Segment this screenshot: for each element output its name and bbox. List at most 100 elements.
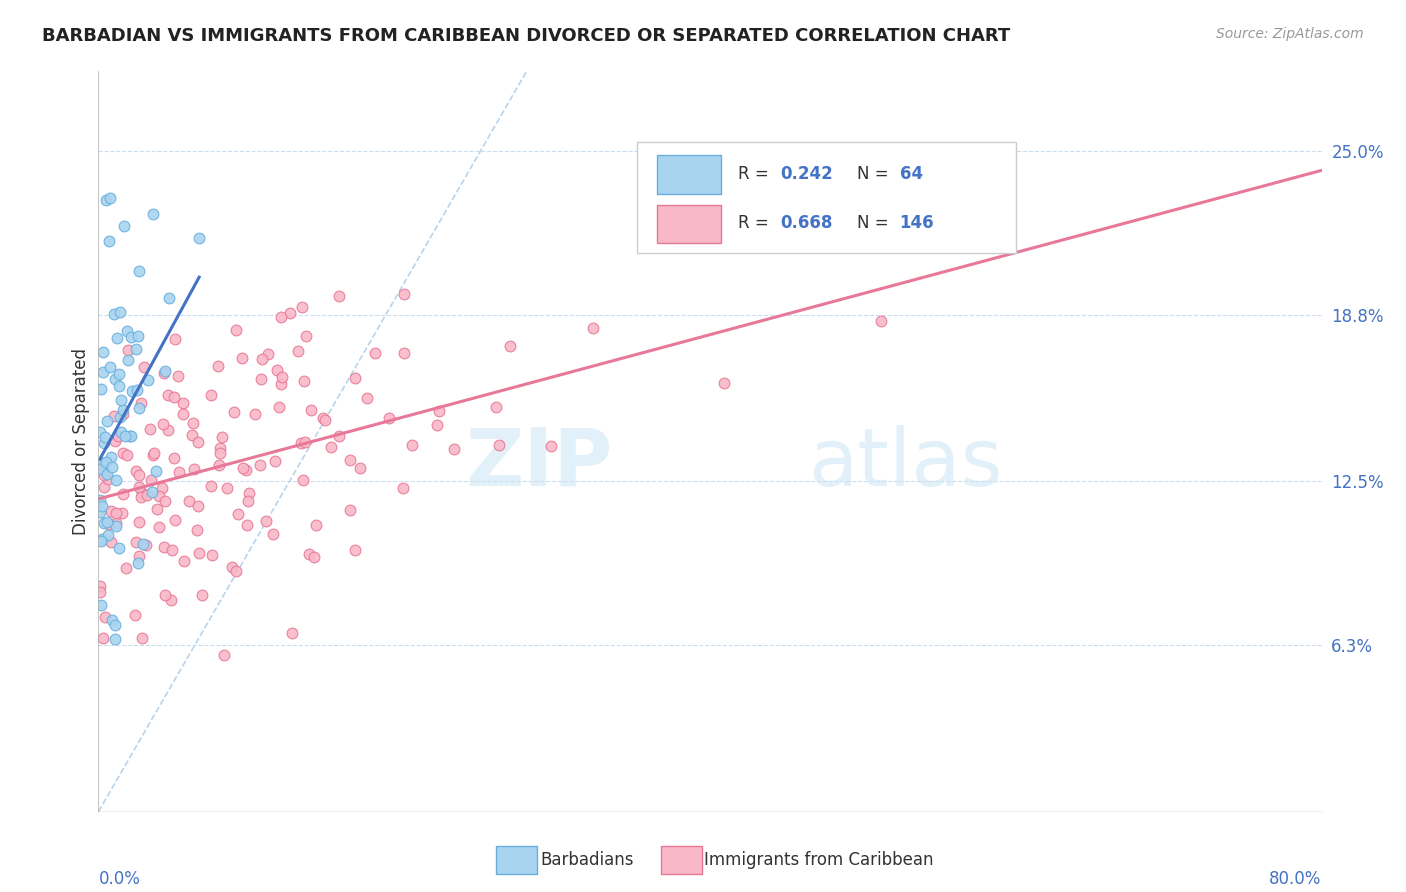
Point xyxy=(271,370,294,384)
Point xyxy=(499,339,522,353)
Point xyxy=(713,376,735,391)
Point xyxy=(232,461,254,475)
Point xyxy=(443,442,465,457)
Text: ZIP: ZIP xyxy=(465,425,612,503)
Point xyxy=(209,441,232,455)
Point xyxy=(225,565,247,579)
Point xyxy=(328,429,350,443)
Point xyxy=(100,450,122,464)
Point xyxy=(188,546,211,560)
Point xyxy=(111,486,134,500)
Point xyxy=(287,344,309,359)
Point xyxy=(110,410,132,425)
Text: 0.0%: 0.0% xyxy=(98,870,141,888)
Point xyxy=(97,528,120,542)
Point xyxy=(190,588,212,602)
Point xyxy=(485,400,508,414)
Point xyxy=(93,468,115,483)
Point xyxy=(90,382,112,396)
Point xyxy=(254,515,277,529)
Point xyxy=(110,393,132,408)
Point xyxy=(128,480,150,494)
Point xyxy=(278,306,301,320)
Point xyxy=(141,473,163,487)
Point xyxy=(869,314,891,328)
Point xyxy=(294,435,316,450)
Point xyxy=(114,428,136,442)
FancyBboxPatch shape xyxy=(658,155,721,194)
Point xyxy=(125,464,148,478)
Text: R =: R = xyxy=(738,214,775,232)
Point xyxy=(222,405,245,419)
Point xyxy=(91,499,114,513)
Point xyxy=(104,434,127,449)
Point xyxy=(128,401,150,415)
Point xyxy=(172,407,194,421)
Point xyxy=(127,329,149,343)
Point xyxy=(103,409,125,424)
Point xyxy=(298,547,321,561)
Point xyxy=(101,459,124,474)
Point xyxy=(98,360,121,375)
Point xyxy=(117,353,139,368)
Point xyxy=(270,310,292,325)
Point xyxy=(250,352,273,367)
Point xyxy=(238,486,260,500)
Text: 64: 64 xyxy=(900,164,922,183)
Point xyxy=(108,367,131,381)
Point xyxy=(187,434,209,449)
Point xyxy=(263,454,285,468)
Point xyxy=(236,494,259,508)
Point xyxy=(107,428,129,442)
Point xyxy=(98,190,121,204)
Point xyxy=(231,351,253,365)
Point xyxy=(96,413,118,427)
Point xyxy=(131,631,153,645)
Point xyxy=(114,560,136,574)
Point xyxy=(187,499,209,513)
Point xyxy=(200,388,222,402)
Point xyxy=(262,527,284,541)
Point xyxy=(104,473,127,487)
Point xyxy=(250,372,273,386)
Point xyxy=(177,494,200,508)
Point xyxy=(295,329,318,343)
Point xyxy=(343,542,366,557)
Point xyxy=(165,513,187,527)
FancyBboxPatch shape xyxy=(658,204,721,244)
Point xyxy=(101,613,124,627)
Point xyxy=(91,344,114,359)
Point xyxy=(134,359,156,374)
Point xyxy=(356,392,378,406)
FancyBboxPatch shape xyxy=(637,142,1015,252)
Point xyxy=(125,383,148,397)
Point xyxy=(104,632,127,647)
Point xyxy=(148,519,170,533)
Point xyxy=(217,481,239,495)
Point xyxy=(269,401,291,415)
Point xyxy=(142,448,165,462)
Point xyxy=(94,610,117,624)
Point xyxy=(98,516,121,531)
Point xyxy=(270,376,292,391)
Point xyxy=(290,436,312,450)
Point xyxy=(582,321,605,335)
Point xyxy=(302,549,325,564)
Point xyxy=(135,538,157,552)
Point xyxy=(249,458,271,473)
Point xyxy=(93,456,115,470)
Point xyxy=(132,537,155,551)
Point xyxy=(120,429,142,443)
Text: 0.668: 0.668 xyxy=(780,214,832,232)
Point xyxy=(155,588,177,602)
Point xyxy=(89,579,111,593)
Point xyxy=(226,507,249,521)
Text: Barbadians: Barbadians xyxy=(540,851,634,869)
Point xyxy=(257,347,280,361)
Point xyxy=(349,460,371,475)
Point xyxy=(104,617,127,632)
Point xyxy=(181,416,204,430)
Point xyxy=(153,494,176,508)
Text: R =: R = xyxy=(738,164,775,183)
Point xyxy=(100,534,122,549)
